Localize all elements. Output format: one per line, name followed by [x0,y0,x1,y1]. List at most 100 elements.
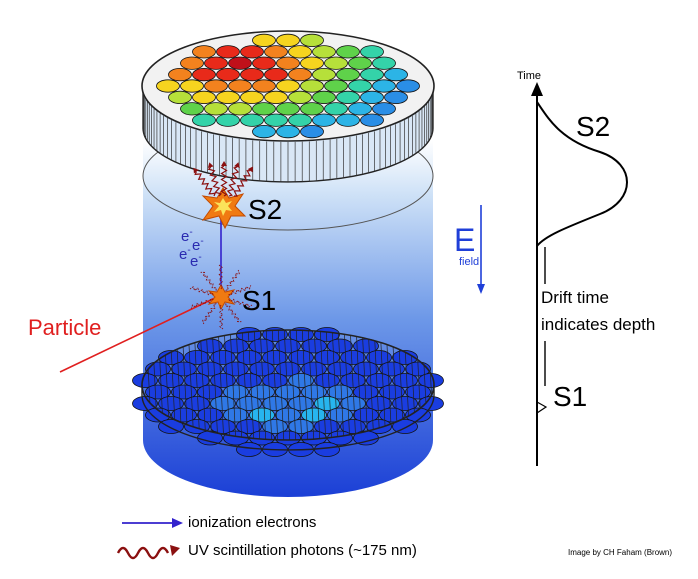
top-pmt [360,45,384,59]
efield-arrow-icon [477,284,485,294]
top-pmt [276,79,300,93]
top-pmt [156,79,180,93]
top-pmt [192,90,216,105]
top-pmt [312,45,336,59]
bottom-pmt [301,384,327,400]
top-pmt [228,102,252,116]
s2-photons [193,161,253,197]
top-pmt [252,79,276,93]
bottom-pmt [301,407,327,423]
bottom-pmt [314,373,340,388]
top-pmt-array [156,33,420,139]
top-pmt [252,102,276,116]
bottom-pmt [340,396,366,411]
top-pmt [336,90,360,105]
top-pmt [300,33,324,48]
bottom-pmt [171,384,197,400]
electron-label: e- [181,227,193,245]
bottom-pmt [366,396,392,411]
top-pmt [384,90,408,105]
bottom-pmt [379,361,405,377]
bottom-pmt [366,350,392,365]
bottom-pmt [210,350,236,365]
top-pmt [264,113,288,127]
top-pmt [192,113,216,127]
top-pmt [252,56,276,70]
efield-sub-label: field [459,256,480,268]
bottom-pmt [145,407,171,423]
top-pmt [264,45,288,59]
legend-photons: UV scintillation photons (~175 nm) [188,542,417,559]
s1-photons [189,264,253,330]
top-pmt [240,45,264,59]
s2-pulse [536,101,628,247]
bottom-pmt [392,396,418,411]
top-pmt [300,56,324,70]
top-pmt [180,56,204,70]
bottom-pmt [236,396,262,411]
top-pmt [336,113,360,127]
efield-label: E [454,222,476,258]
bottom-pmt [275,338,301,354]
top-pmt [288,68,312,82]
bottom-pmt [158,396,184,411]
s1-label: S1 [242,285,277,316]
bottom-pmt [327,338,353,354]
top-pmt [360,68,384,82]
bottom-pmt [314,396,340,411]
electron-label: e- [179,245,191,263]
particle-label: Particle [28,315,102,340]
electron-label: e- [192,236,204,254]
top-pmt [204,56,228,70]
top-pmt [192,45,216,59]
top-pmt [348,102,372,116]
bottom-pmt [275,430,301,446]
bottom-pmt [392,373,418,388]
top-pmt [264,90,288,105]
top-pmt [252,33,276,48]
bottom-pmt [236,419,262,434]
top-pmt [204,102,228,116]
bottom-pmt [184,396,210,411]
top-pmt [204,79,228,93]
legend-electrons: ionization electrons [188,514,317,531]
bottom-pmt [405,407,431,423]
top-pmt [276,33,300,48]
bottom-pmt [197,361,223,377]
photon-wave-icon [116,546,170,560]
top-pmt [396,79,420,93]
bottom-pmt [158,419,184,434]
bottom-pmt [392,419,418,434]
top-band-lines [142,88,434,182]
top-pmt [324,79,348,93]
top-pmt [240,113,264,127]
top-pmt [348,56,372,70]
s2-flash-star [201,187,247,230]
bottom-pmt [223,384,249,400]
bottom-pmt [301,338,327,354]
bottom-pmt [171,407,197,423]
top-pmt [168,90,192,105]
bottom-pmt [288,373,314,388]
top-pmt [240,68,264,82]
bottom-pmt [379,407,405,423]
bottom-pmt [353,361,379,377]
bottom-pmt [275,361,301,377]
bottom-pmt [262,350,288,365]
bottom-pmt [223,338,249,354]
top-pmt [312,90,336,105]
top-pmt [264,68,288,82]
top-pmt [360,90,384,105]
bottom-pmt [340,419,366,434]
s2-pulse-label: S2 [576,111,611,142]
top-pmt [288,90,312,105]
drift-time-label: Drift time [541,288,609,307]
top-pmt [216,68,240,82]
top-pmt [336,45,360,59]
bottom-pmt [392,350,418,365]
s2-label: S2 [248,194,283,225]
top-pmt [276,102,300,116]
top-pmt [384,68,408,82]
